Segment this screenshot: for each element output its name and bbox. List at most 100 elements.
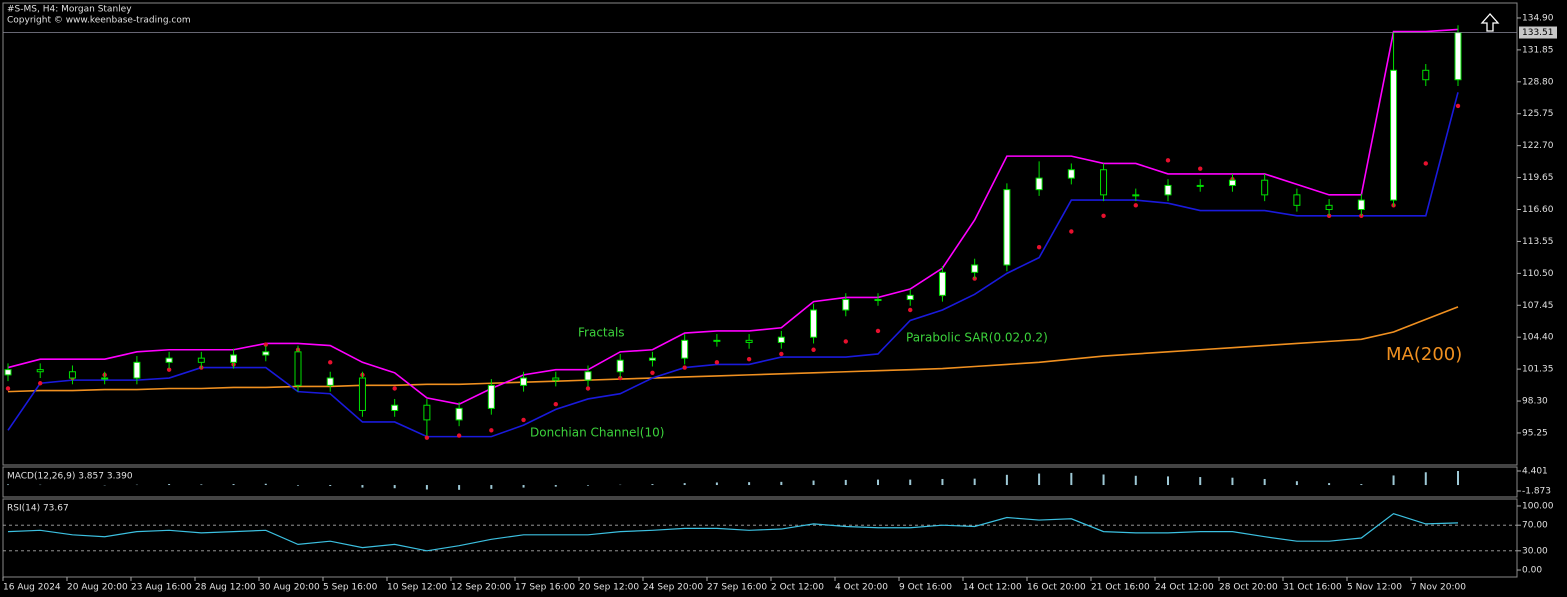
sar-dot — [424, 435, 430, 440]
candle-body — [906, 294, 914, 301]
candle-body — [616, 359, 624, 373]
annotation: Fractals — [578, 326, 625, 340]
x-tick-label: 9 Oct 16:00 — [899, 583, 952, 593]
candle-body — [230, 354, 238, 363]
x-tick-label: 20 Aug 20:00 — [67, 583, 128, 593]
y-tick-label: 70.00 — [1522, 521, 1548, 531]
candle-body — [713, 339, 721, 342]
candle-body — [938, 271, 946, 296]
candle-body — [520, 377, 528, 386]
indicator-line — [7, 306, 1459, 393]
candle-body — [810, 309, 818, 338]
y-tick-label: 0.00 — [1522, 566, 1542, 576]
sar-dot — [38, 381, 43, 386]
y-tick-label: 104.40 — [1522, 333, 1554, 343]
price-panel — [2, 2, 1518, 466]
candle-body — [391, 404, 399, 411]
candle-body — [842, 299, 850, 311]
candle-body — [1390, 69, 1398, 201]
sar-dot — [714, 360, 720, 365]
candle-body — [1228, 179, 1236, 186]
y-tick-label: 30.00 — [1522, 546, 1548, 556]
candle-body — [326, 377, 334, 386]
y-tick-label: 110.50 — [1522, 269, 1554, 279]
candle-body — [487, 384, 495, 409]
sar-dot — [682, 365, 687, 370]
candle-body — [552, 377, 560, 381]
candle-body — [101, 377, 109, 380]
y-tick-label: 125.75 — [1522, 109, 1554, 119]
candle-body — [1164, 184, 1172, 196]
x-tick-label: 30 Aug 20:00 — [259, 583, 320, 593]
y-tick-label: 98.30 — [1522, 397, 1548, 407]
sar-dot — [585, 386, 591, 391]
x-tick-label: 27 Sep 16:00 — [707, 583, 767, 593]
candle-body — [1454, 32, 1462, 81]
candle-body — [294, 351, 302, 386]
sar-dot — [166, 367, 172, 372]
candle-body — [165, 357, 173, 363]
candle-body — [971, 264, 979, 273]
sar-dot — [1036, 244, 1042, 250]
sar-dot — [811, 347, 816, 352]
candle-body — [423, 404, 431, 421]
sar-dot — [1198, 166, 1203, 171]
x-tick-label: 16 Aug 2024 — [3, 583, 61, 593]
candle-body — [1422, 69, 1430, 81]
y-tick-label: 113.55 — [1522, 237, 1554, 247]
sar-dot — [1423, 161, 1428, 166]
candle-body — [1035, 177, 1043, 191]
y-tick-label: 119.65 — [1522, 173, 1554, 183]
x-tick-label: 28 Aug 12:00 — [195, 583, 256, 593]
x-tick-label: 21 Oct 16:00 — [1091, 583, 1150, 593]
candle-body — [1067, 169, 1075, 179]
x-tick-label: 7 Nov 20:00 — [1411, 583, 1466, 593]
candle-body — [197, 357, 205, 363]
candle-body — [68, 371, 76, 379]
sar-dot — [5, 386, 11, 391]
candle-body — [1003, 189, 1011, 266]
candle-body — [455, 407, 463, 421]
candle-body — [777, 336, 785, 343]
x-tick-label: 14 Oct 12:00 — [963, 583, 1022, 593]
sar-dot — [908, 307, 913, 313]
x-tick-label: 2 Oct 12:00 — [771, 583, 824, 593]
rsi-panel — [2, 498, 1518, 578]
x-tick-label: 28 Oct 20:00 — [1219, 583, 1278, 593]
x-tick-label: 10 Sep 12:00 — [387, 583, 447, 593]
y-tick-label: -1.873 — [1522, 487, 1551, 497]
sar-dot — [843, 339, 848, 344]
sar-dot — [875, 328, 881, 334]
x-tick-label: 16 Oct 20:00 — [1027, 583, 1086, 593]
candle-body — [1196, 184, 1204, 187]
sar-dot — [1165, 158, 1171, 163]
annotation: MA(200) — [1386, 344, 1462, 365]
y-tick-label: 100.00 — [1522, 501, 1554, 511]
sar-dot — [1069, 229, 1074, 234]
sar-dot — [1455, 103, 1461, 109]
candle-body — [1132, 194, 1140, 197]
sar-dot — [1101, 213, 1106, 218]
macd-panel — [2, 466, 1518, 498]
y-tick-label: 4.401 — [1522, 466, 1548, 476]
sar-dot — [521, 417, 526, 423]
candle-body — [262, 351, 270, 356]
sar-dot — [263, 342, 268, 347]
sar-dot — [746, 356, 752, 362]
x-tick-label: 4 Oct 20:00 — [835, 583, 888, 593]
candle-body — [36, 369, 44, 373]
last-price-label: 133.51 — [1522, 28, 1554, 38]
x-tick-label: 23 Aug 16:00 — [131, 583, 192, 593]
y-tick-label: 107.45 — [1522, 301, 1554, 311]
candle-body — [1357, 199, 1365, 211]
y-tick-label: 134.90 — [1522, 13, 1554, 23]
candle-body — [133, 361, 141, 379]
x-tick-label: 5 Sep 16:00 — [323, 583, 378, 593]
chart-subtitle: Copyright © www.keenbase-trading.com — [7, 16, 191, 26]
sar-dot — [392, 386, 397, 391]
macd-title: MACD(12,26,9) 3.857 3.390 — [7, 472, 133, 482]
sar-dot — [456, 433, 462, 438]
y-tick-label: 95.25 — [1522, 428, 1548, 438]
x-tick-label: 24 Oct 12:00 — [1155, 583, 1214, 593]
